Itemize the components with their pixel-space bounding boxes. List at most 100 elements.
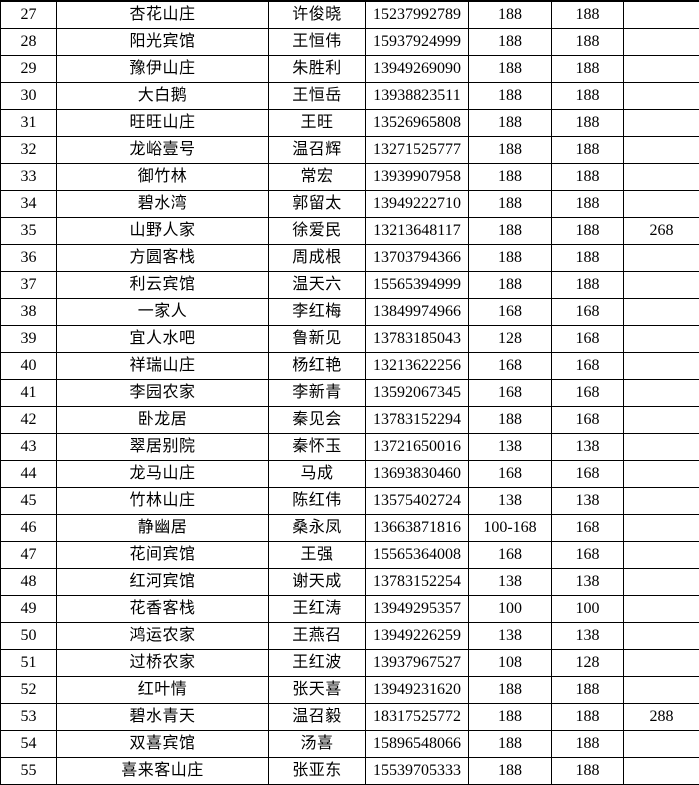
value-primary[interactable]: 188	[469, 407, 552, 434]
row-index[interactable]: 50	[1, 623, 57, 650]
venue-name[interactable]: 李园农家	[57, 380, 269, 407]
value-primary[interactable]: 128	[469, 326, 552, 353]
phone-number[interactable]: 13663871816	[366, 515, 469, 542]
venue-name[interactable]: 大白鹅	[57, 83, 269, 110]
owner-name[interactable]: 杨红艳	[269, 353, 366, 380]
value-tertiary[interactable]	[624, 596, 699, 623]
venue-name[interactable]: 双喜宾馆	[57, 731, 269, 758]
venue-name[interactable]: 方圆客栈	[57, 245, 269, 272]
value-tertiary[interactable]	[624, 1, 699, 29]
value-primary[interactable]: 100-168	[469, 515, 552, 542]
row-index[interactable]: 34	[1, 191, 57, 218]
phone-number[interactable]: 13703794366	[366, 245, 469, 272]
phone-number[interactable]: 13575402724	[366, 488, 469, 515]
owner-name[interactable]: 张亚东	[269, 758, 366, 785]
value-secondary[interactable]: 188	[552, 56, 624, 83]
value-tertiary[interactable]	[624, 758, 699, 785]
phone-number[interactable]: 13592067345	[366, 380, 469, 407]
venue-name[interactable]: 红叶情	[57, 677, 269, 704]
value-secondary[interactable]: 168	[552, 407, 624, 434]
venue-name[interactable]: 静幽居	[57, 515, 269, 542]
value-primary[interactable]: 188	[469, 731, 552, 758]
value-secondary[interactable]: 138	[552, 623, 624, 650]
value-secondary[interactable]: 168	[552, 299, 624, 326]
value-primary[interactable]: 138	[469, 488, 552, 515]
value-primary[interactable]: 168	[469, 380, 552, 407]
value-secondary[interactable]: 188	[552, 29, 624, 56]
value-tertiary[interactable]	[624, 434, 699, 461]
value-secondary[interactable]: 188	[552, 1, 624, 29]
phone-number[interactable]: 15539705333	[366, 758, 469, 785]
value-tertiary[interactable]	[624, 731, 699, 758]
value-secondary[interactable]: 188	[552, 731, 624, 758]
phone-number[interactable]: 13526965808	[366, 110, 469, 137]
value-primary[interactable]: 100	[469, 596, 552, 623]
row-index[interactable]: 46	[1, 515, 57, 542]
value-tertiary[interactable]	[624, 245, 699, 272]
owner-name[interactable]: 王恒岳	[269, 83, 366, 110]
row-index[interactable]: 38	[1, 299, 57, 326]
phone-number[interactable]: 13938823511	[366, 83, 469, 110]
value-primary[interactable]: 138	[469, 434, 552, 461]
value-primary[interactable]: 168	[469, 542, 552, 569]
owner-name[interactable]: 王强	[269, 542, 366, 569]
value-tertiary[interactable]	[624, 623, 699, 650]
row-index[interactable]: 39	[1, 326, 57, 353]
venue-name[interactable]: 红河宾馆	[57, 569, 269, 596]
owner-name[interactable]: 汤喜	[269, 731, 366, 758]
phone-number[interactable]: 13213622256	[366, 353, 469, 380]
phone-number[interactable]: 13849974966	[366, 299, 469, 326]
row-index[interactable]: 37	[1, 272, 57, 299]
row-index[interactable]: 36	[1, 245, 57, 272]
row-index[interactable]: 32	[1, 137, 57, 164]
value-secondary[interactable]: 168	[552, 380, 624, 407]
venue-name[interactable]: 花香客栈	[57, 596, 269, 623]
value-tertiary[interactable]	[624, 380, 699, 407]
venue-name[interactable]: 阳光宾馆	[57, 29, 269, 56]
owner-name[interactable]: 王恒伟	[269, 29, 366, 56]
row-index[interactable]: 51	[1, 650, 57, 677]
owner-name[interactable]: 许俊晓	[269, 1, 366, 29]
row-index[interactable]: 35	[1, 218, 57, 245]
value-tertiary[interactable]	[624, 110, 699, 137]
row-index[interactable]: 28	[1, 29, 57, 56]
row-index[interactable]: 52	[1, 677, 57, 704]
venue-name[interactable]: 卧龙居	[57, 407, 269, 434]
venue-name[interactable]: 花间宾馆	[57, 542, 269, 569]
row-index[interactable]: 53	[1, 704, 57, 731]
value-primary[interactable]: 188	[469, 218, 552, 245]
value-tertiary[interactable]	[624, 29, 699, 56]
venue-name[interactable]: 宜人水吧	[57, 326, 269, 353]
owner-name[interactable]: 谢天成	[269, 569, 366, 596]
venue-name[interactable]: 旺旺山庄	[57, 110, 269, 137]
phone-number[interactable]: 13949222710	[366, 191, 469, 218]
owner-name[interactable]: 徐爱民	[269, 218, 366, 245]
value-secondary[interactable]: 168	[552, 326, 624, 353]
value-tertiary[interactable]	[624, 353, 699, 380]
owner-name[interactable]: 王旺	[269, 110, 366, 137]
row-index[interactable]: 33	[1, 164, 57, 191]
value-primary[interactable]: 138	[469, 623, 552, 650]
value-primary[interactable]: 168	[469, 461, 552, 488]
row-index[interactable]: 31	[1, 110, 57, 137]
phone-number[interactable]: 13937967527	[366, 650, 469, 677]
owner-name[interactable]: 秦见会	[269, 407, 366, 434]
venue-name[interactable]: 一家人	[57, 299, 269, 326]
phone-number[interactable]: 13213648117	[366, 218, 469, 245]
